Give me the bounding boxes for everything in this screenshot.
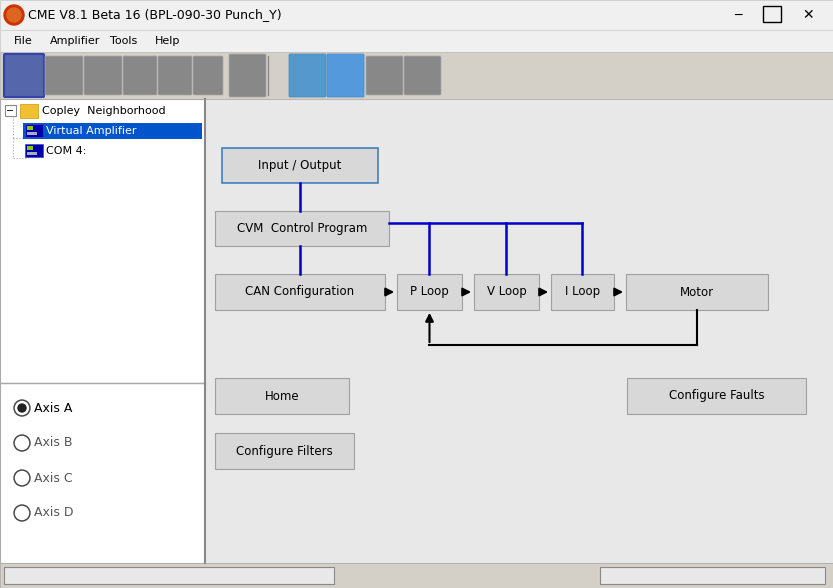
Bar [4, 567, 334, 584]
Bar [5, 105, 16, 116]
Circle shape [14, 435, 30, 451]
FancyBboxPatch shape [158, 56, 192, 95]
Bar [205, 99, 833, 563]
Circle shape [16, 506, 28, 520]
FancyBboxPatch shape [4, 54, 44, 97]
Text: −: − [6, 106, 14, 116]
FancyBboxPatch shape [289, 54, 326, 97]
Bar [27, 152, 37, 155]
Bar [0, 30, 833, 52]
Text: ✕: ✕ [802, 8, 814, 22]
Bar [626, 274, 768, 310]
Bar [27, 126, 33, 130]
Bar [215, 274, 385, 310]
Text: CAN Configuration: CAN Configuration [246, 286, 355, 299]
Text: CVM  Control Program: CVM Control Program [237, 222, 367, 235]
Bar [0, 0, 833, 30]
Circle shape [4, 5, 24, 25]
FancyBboxPatch shape [229, 54, 266, 97]
Circle shape [16, 472, 28, 485]
Bar [27, 146, 33, 150]
Text: Home: Home [265, 389, 299, 403]
Text: Input / Output: Input / Output [258, 159, 342, 172]
Bar [0, 383, 205, 563]
Circle shape [18, 404, 26, 412]
Circle shape [14, 505, 30, 521]
Bar [215, 211, 389, 246]
Circle shape [16, 402, 28, 415]
Circle shape [7, 8, 21, 22]
FancyBboxPatch shape [193, 56, 223, 95]
Text: I Loop: I Loop [565, 286, 600, 299]
FancyBboxPatch shape [327, 54, 364, 97]
Bar [397, 274, 462, 310]
Bar [25, 144, 43, 157]
Text: Axis C: Axis C [34, 472, 72, 485]
Bar [763, 6, 781, 22]
Text: Tools: Tools [110, 36, 137, 46]
Text: ─: ─ [734, 8, 741, 22]
Text: P Loop: P Loop [410, 286, 449, 299]
Bar [551, 274, 614, 310]
FancyBboxPatch shape [84, 56, 122, 95]
Circle shape [14, 400, 30, 416]
Bar [215, 378, 349, 414]
Bar [0, 52, 833, 99]
Text: V Loop: V Loop [486, 286, 526, 299]
Text: File: File [14, 36, 32, 46]
Bar [222, 148, 378, 183]
FancyBboxPatch shape [123, 56, 157, 95]
FancyBboxPatch shape [366, 56, 403, 95]
Text: Axis D: Axis D [34, 506, 73, 520]
Bar [474, 274, 539, 310]
Bar [0, 99, 205, 383]
Text: Amplifier: Amplifier [50, 36, 100, 46]
Bar [27, 132, 37, 135]
Text: Axis B: Axis B [34, 436, 72, 449]
Text: Copley  Neighborhood: Copley Neighborhood [42, 106, 166, 116]
Text: Motor: Motor [680, 286, 714, 299]
Circle shape [14, 470, 30, 486]
FancyBboxPatch shape [45, 56, 83, 95]
Bar [23, 123, 202, 139]
Bar [215, 433, 354, 469]
Text: COM 4:: COM 4: [46, 146, 87, 156]
Bar [0, 563, 833, 588]
Bar [600, 567, 825, 584]
Text: Configure Faults: Configure Faults [669, 389, 765, 403]
Text: Virtual Amplifier: Virtual Amplifier [46, 126, 137, 136]
FancyBboxPatch shape [20, 104, 38, 118]
Text: Configure Filters: Configure Filters [236, 445, 333, 457]
Text: Help: Help [155, 36, 181, 46]
Text: CME V8.1 Beta 16 (BPL-090-30 Punch_Y): CME V8.1 Beta 16 (BPL-090-30 Punch_Y) [28, 8, 282, 22]
Bar [627, 378, 806, 414]
FancyBboxPatch shape [404, 56, 441, 95]
Bar [25, 124, 43, 137]
Text: Axis A: Axis A [34, 402, 72, 415]
Circle shape [16, 436, 28, 449]
